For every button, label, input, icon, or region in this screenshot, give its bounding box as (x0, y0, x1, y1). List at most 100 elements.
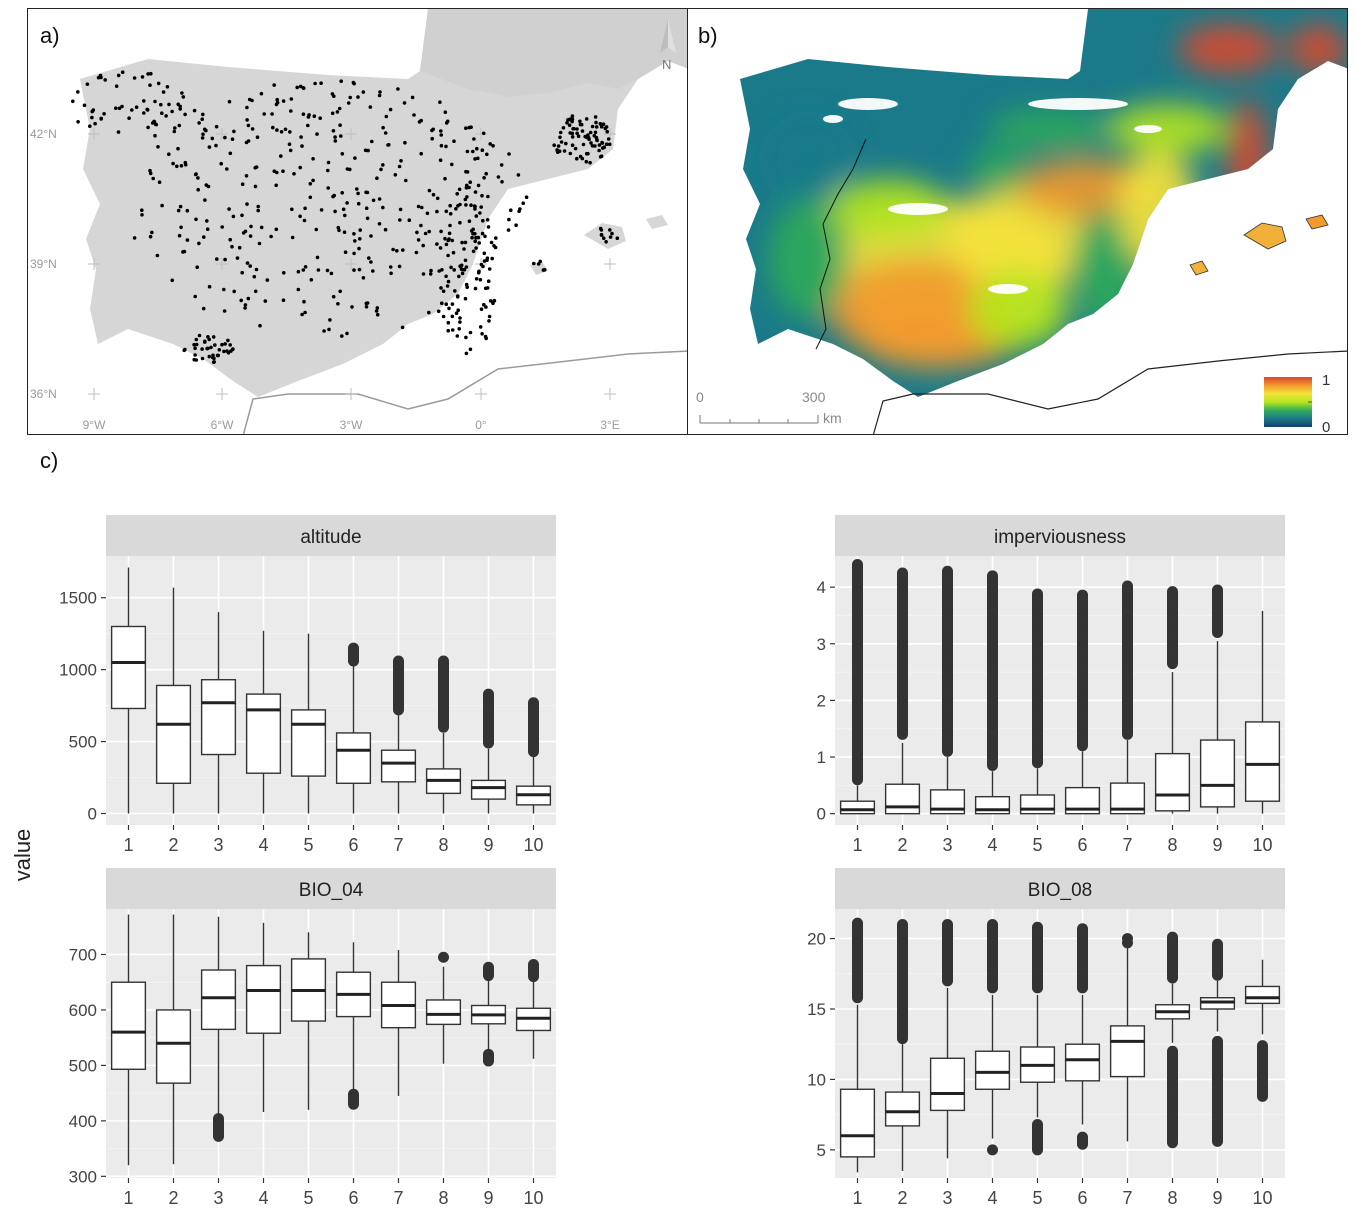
occurrence-point (230, 137, 235, 141)
y-tick-label: 0 (88, 804, 97, 823)
occurrence-point (222, 349, 226, 354)
outlier-band (942, 598, 953, 616)
occurrence-point (483, 286, 488, 291)
occurrence-point (480, 148, 485, 152)
occurrence-point (469, 229, 474, 233)
occurrence-point (584, 159, 589, 164)
occurrence-point (476, 156, 480, 161)
occurrence-point (159, 102, 163, 107)
occurrence-point (356, 201, 361, 206)
occurrence-point (353, 239, 357, 243)
occurrence-point (311, 157, 315, 161)
occurrence-point (185, 208, 190, 213)
occurrence-point (228, 343, 232, 347)
occurrence-point (116, 130, 121, 134)
occurrence-point (474, 214, 479, 218)
outlier-band (1032, 945, 1043, 955)
occurrence-point (489, 240, 494, 245)
occurrence-point (374, 309, 379, 313)
occurrence-point (465, 170, 470, 174)
x-tick-label: 5 (1032, 835, 1042, 855)
occurrence-point (259, 225, 264, 230)
lat-label-36: 36°N (30, 387, 57, 401)
outlier-band (393, 692, 404, 699)
occurrence-point (298, 84, 303, 89)
occurrence-point (263, 299, 268, 303)
box-iqr (200, 679, 237, 756)
outlier-band (1212, 1083, 1223, 1093)
outlier-band (852, 643, 863, 661)
outlier-band (438, 705, 449, 713)
occurrence-point (482, 176, 486, 180)
occurrence-point (467, 219, 472, 223)
occurrence-point (391, 247, 395, 252)
occurrence-point (435, 196, 440, 201)
x-tick-label: 3 (942, 835, 952, 855)
occurrence-point (470, 235, 474, 240)
occurrence-point (306, 123, 310, 128)
occurrence-point (472, 137, 476, 141)
facet-strip (106, 515, 556, 556)
outlier-band (852, 955, 863, 964)
outlier-band (942, 963, 953, 973)
boxplot-5 (290, 633, 327, 814)
x-tick-label: 8 (438, 835, 448, 855)
occurrence-point (430, 136, 435, 141)
boxplot-5 (1019, 921, 1056, 1156)
occurrence-point (468, 330, 473, 335)
x-tick-label: 6 (348, 1188, 358, 1208)
occurrence-point (486, 194, 490, 199)
occurrence-point (594, 125, 599, 129)
occurrence-point (207, 284, 212, 289)
outlier-band (852, 575, 863, 593)
x-tick-label: 1 (123, 835, 133, 855)
occurrence-point (326, 168, 330, 173)
outlier-band (852, 989, 863, 998)
boxplot-9 (470, 961, 507, 1067)
occurrence-point (272, 83, 276, 87)
occurrence-point (486, 279, 491, 284)
occurrence-point (448, 212, 453, 216)
occurrence-point (458, 316, 462, 320)
occurrence-point (556, 144, 561, 148)
occurrence-point (444, 144, 448, 149)
boxplot-8 (425, 951, 462, 1064)
boxplot-4 (974, 570, 1011, 815)
occurrence-point (457, 327, 462, 331)
outlier-band (1212, 1092, 1223, 1101)
occurrence-point (308, 195, 313, 200)
occurrence-point (491, 144, 495, 148)
box-iqr (155, 684, 192, 784)
boxplot-6 (1064, 923, 1101, 1150)
outlier-band (942, 955, 953, 964)
x-tick-label: 3 (213, 835, 223, 855)
occurrence-point (312, 114, 317, 118)
occurrence-point (270, 112, 274, 116)
occurrence-point (443, 236, 447, 241)
occurrence-point (246, 296, 251, 301)
occurrence-point (524, 195, 529, 199)
outlier-band (897, 572, 908, 585)
outlier-band (1077, 979, 1088, 988)
occurrence-point (93, 121, 97, 126)
x-tick-label: 10 (523, 835, 543, 855)
outlier-band (897, 584, 908, 599)
outlier-band (1167, 1085, 1178, 1094)
occurrence-point (257, 241, 262, 246)
occurrence-point (558, 135, 562, 140)
occurrence-point (338, 123, 342, 127)
occurrence-point (478, 325, 483, 329)
occurrence-point (595, 138, 599, 143)
occurrence-point (500, 180, 504, 184)
x-tick-label: 9 (1212, 1188, 1222, 1208)
occurrence-point (330, 111, 335, 116)
y-tick-label: 0 (817, 805, 826, 824)
occurrence-point (446, 238, 451, 243)
occurrence-point (532, 261, 536, 266)
occurrence-point (340, 152, 345, 156)
occurrence-point (76, 120, 80, 124)
occurrence-point (454, 207, 458, 211)
box-iqr (1154, 752, 1191, 812)
lon-label-3e: 3°E (600, 418, 619, 432)
mallorca-island (584, 223, 626, 249)
